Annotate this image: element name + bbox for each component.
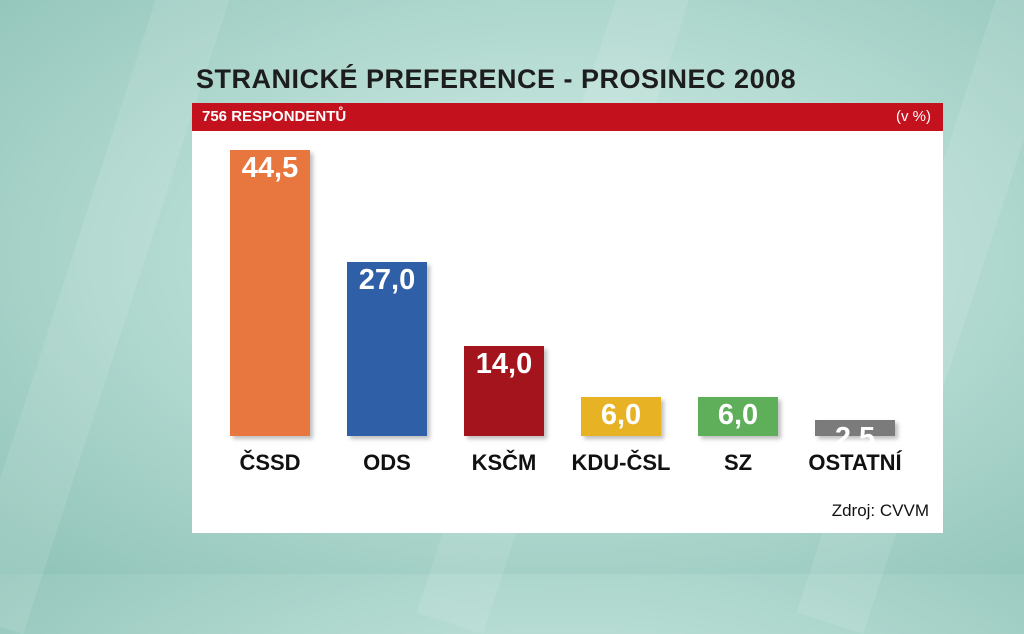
bar-3 [581, 397, 661, 436]
category-label: OSTATNÍ [808, 450, 902, 475]
chart-panel: 756 RESPONDENTŮ (v %) 44,5 ČSSD 27,0 ODS 14,… [192, 103, 943, 533]
respondents-band: 756 RESPONDENTŮ (v %) [192, 103, 943, 131]
bar-value-label: 2,5 [834, 422, 876, 454]
bar-value-label: 6,0 [717, 399, 759, 431]
bar-value-label: 27,0 [358, 264, 416, 296]
category-label: ČSSD [239, 450, 301, 475]
bar-1 [347, 262, 427, 436]
bar-value-label: 6,0 [600, 399, 642, 431]
bar-2 [464, 346, 544, 436]
unit-label: (v %) [896, 108, 931, 125]
bar-value-label: 44,5 [241, 152, 299, 184]
source-note: Zdroj: CVVM [831, 501, 929, 520]
category-label: KSČM [471, 450, 537, 475]
category-label: SZ [723, 450, 753, 475]
category-label: KDU-ČSL [571, 450, 671, 475]
bar-value-label: 14,0 [475, 348, 533, 380]
bar-0 [230, 150, 310, 436]
chart-title: STRANICKÉ PREFERENCE - PROSINEC 2008 [196, 64, 797, 94]
bar-4 [698, 397, 778, 436]
plot-area: 44,5 ČSSD 27,0 ODS 14,0 KSČM 6,0 KDU-ČSL 6,0 SZ 2,… [192, 103, 943, 533]
bar-5 [815, 420, 895, 436]
category-label: ODS [363, 450, 411, 475]
respondents-label: 756 RESPONDENTŮ [202, 108, 347, 125]
